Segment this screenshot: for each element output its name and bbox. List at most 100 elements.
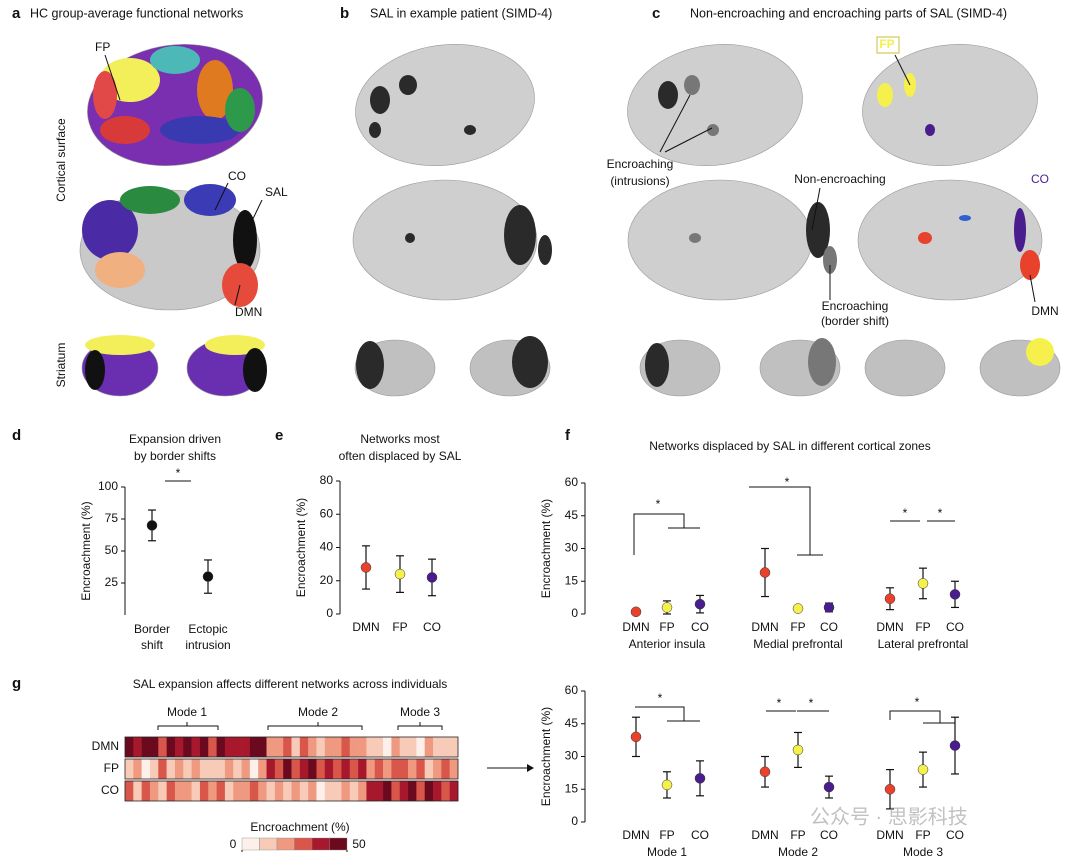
annotation: Non-encroaching	[794, 172, 885, 186]
heatmap-cell	[316, 759, 326, 779]
colorbar-swatch	[329, 837, 348, 851]
mean-dot	[884, 593, 896, 604]
heatmap-cell	[424, 737, 434, 757]
y-tick-label: 40	[320, 540, 334, 554]
heatmap-cell	[299, 781, 309, 801]
y-tick-label: 75	[105, 511, 119, 525]
heatmap-cell	[374, 759, 384, 779]
heatmap-cell	[241, 781, 251, 801]
annotation: SAL	[265, 185, 288, 199]
heatmap-cell	[308, 759, 317, 779]
row-label: Cortical surface	[54, 118, 68, 202]
heatmap-cell	[324, 737, 334, 757]
brain-region	[658, 81, 678, 109]
group-label: Mode 1	[647, 845, 687, 859]
y-tick-label: 30	[565, 749, 579, 763]
heatmap-cell	[408, 781, 417, 801]
y-tick-label: 45	[565, 716, 579, 730]
heatmap-cell	[308, 781, 317, 801]
mean-dot	[949, 740, 961, 751]
heatmap-cell	[341, 759, 351, 779]
annotation: CO	[1031, 172, 1049, 186]
brain-region	[808, 338, 836, 386]
heatmap-cell	[183, 781, 192, 801]
bracket-line	[635, 706, 685, 721]
heatmap-cell	[441, 759, 450, 779]
panel-label: a	[12, 5, 21, 22]
significance: *	[777, 696, 782, 710]
brain-lateral	[862, 44, 1038, 166]
pointer	[249, 199, 263, 226]
heatmap-cell	[291, 781, 301, 801]
mean-dot	[694, 773, 706, 784]
bracket-line	[749, 486, 811, 555]
heatmap-cell	[274, 781, 284, 801]
brain-region	[707, 124, 719, 136]
heatmap-cell	[449, 759, 459, 779]
heatmap-cell	[408, 759, 417, 779]
mean-dot	[884, 784, 896, 795]
pointer	[104, 54, 121, 101]
brain-medial	[627, 179, 813, 301]
row-frame	[124, 736, 459, 758]
heatmap-cell	[191, 737, 201, 757]
panel-title: SAL in example patient (SIMD-4)	[370, 6, 552, 20]
mean-dot	[917, 578, 929, 589]
mode-label: Mode 2	[298, 705, 338, 719]
y-axis-label: Encroachment (%)	[79, 501, 93, 600]
significance: *	[658, 691, 663, 705]
heatmap-cell	[366, 781, 376, 801]
mean-dot	[949, 589, 961, 600]
annotation-box	[876, 36, 900, 54]
y-tick-label: 50	[105, 543, 119, 557]
pointer	[894, 54, 911, 86]
heatmap-cell	[158, 759, 167, 779]
group-label: Medial prefrontal	[753, 637, 842, 651]
y-axis-label: Encroachment (%)	[539, 707, 553, 806]
mean-dot	[630, 731, 642, 743]
mean-dot	[146, 520, 158, 531]
heatmap-cell	[399, 781, 409, 801]
heatmap-cell	[366, 737, 376, 757]
heatmap-cell	[199, 737, 209, 757]
brain-region	[684, 75, 700, 95]
brain-region	[225, 88, 255, 132]
y-tick-label: 0	[571, 606, 578, 620]
brain-region	[356, 341, 384, 389]
heatmap-cell	[316, 737, 326, 757]
heatmap-cell	[416, 759, 425, 779]
bracket-line	[157, 725, 219, 730]
heatmap-cell	[199, 781, 209, 801]
y-tick-label: 60	[565, 475, 579, 489]
row-label: DMN	[92, 739, 119, 753]
x-tick-label: DMN	[876, 620, 903, 634]
brain-region	[1026, 338, 1054, 366]
heatmap-cell	[224, 759, 234, 779]
mean-dot	[759, 567, 771, 578]
heatmap-cell	[333, 737, 342, 757]
heatmap-cell	[399, 759, 409, 779]
brain-region	[93, 71, 117, 119]
group-label: Mode 3	[903, 845, 943, 859]
brain-region	[689, 233, 701, 243]
x-tick-label: DMN	[751, 620, 778, 634]
heatmap-cell	[358, 759, 367, 779]
heatmap-cell	[258, 781, 267, 801]
colorbar-swatch	[259, 837, 278, 851]
pointer	[234, 284, 241, 306]
x-tick-label: Ectopic	[188, 622, 227, 636]
colorbar-swatch	[241, 837, 260, 851]
mean-dot	[792, 744, 804, 756]
heatmap-cell	[149, 781, 159, 801]
pointer	[664, 127, 713, 153]
annotation: (border shift)	[821, 314, 889, 328]
heatmap-cell	[408, 737, 417, 757]
mean-dot	[426, 572, 438, 583]
panel-label: g	[12, 675, 21, 692]
mean-dot	[661, 602, 673, 613]
heatmap-cell	[174, 759, 184, 779]
heatmap-cell	[283, 759, 292, 779]
heatmap-cell	[249, 781, 259, 801]
brain-region	[243, 348, 267, 392]
